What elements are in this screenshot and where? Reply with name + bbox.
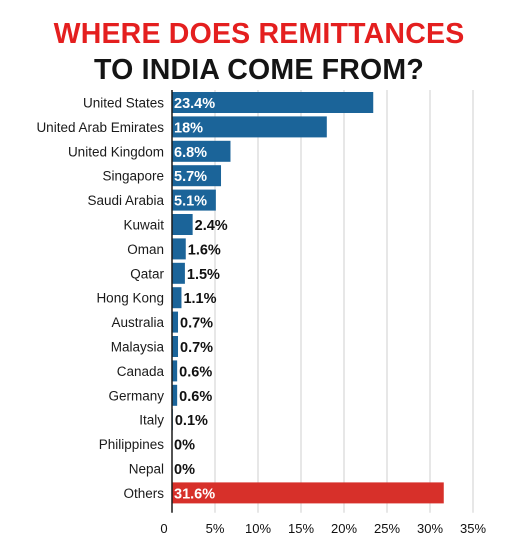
- value-label: 0.6%: [179, 364, 212, 380]
- category-labels: United States United Arab Emirates United …: [36, 96, 164, 501]
- x-tick-label: 35%: [460, 521, 486, 536]
- value-label: 18%: [174, 120, 203, 136]
- x-tick-label: 10%: [245, 521, 271, 536]
- value-label: 0.7%: [180, 340, 213, 356]
- bars: [172, 92, 444, 504]
- bar: [172, 165, 222, 187]
- bar: [172, 116, 327, 138]
- grid-lines: [214, 90, 474, 513]
- category-label: Qatar: [130, 266, 164, 281]
- value-label: 23.4%: [174, 96, 215, 112]
- x-tick-labels: 0 5% 10% 15% 20% 25% 30% 35%: [160, 521, 486, 536]
- category-label: Saudi Arabia: [87, 193, 164, 208]
- x-tick-label: 30%: [417, 521, 443, 536]
- bar: [172, 238, 186, 260]
- bar: [172, 482, 444, 504]
- category-label: Nepal: [129, 462, 164, 477]
- x-tick-label: 15%: [288, 521, 314, 536]
- category-label: Canada: [117, 364, 165, 379]
- category-label: United Arab Emirates: [36, 120, 164, 135]
- value-label: 0%: [174, 438, 195, 454]
- value-label: 0%: [174, 462, 195, 478]
- category-label: Kuwait: [123, 218, 164, 233]
- x-tick-label: 5%: [206, 521, 225, 536]
- value-label: 6.8%: [174, 145, 207, 161]
- value-label: 5.7%: [174, 169, 207, 185]
- chart-title-line-1: WHERE DOES REMITTANCES: [53, 18, 465, 50]
- value-label: 1.5%: [187, 267, 220, 283]
- category-label: Australia: [111, 315, 164, 330]
- value-label: 2.4%: [195, 218, 228, 234]
- bar: [172, 214, 193, 235]
- category-label: Germany: [108, 388, 164, 403]
- bar: [172, 384, 178, 406]
- category-label: Others: [123, 486, 164, 501]
- chart-title-line-2: TO INDIA COME FROM?: [94, 54, 424, 86]
- category-label: Italy: [139, 413, 164, 428]
- bar: [172, 140, 231, 162]
- category-label: Philippines: [99, 437, 165, 452]
- category-label: United States: [83, 96, 164, 111]
- value-label: 31.6%: [174, 486, 215, 502]
- value-label: 0.7%: [180, 316, 213, 332]
- category-label: Malaysia: [111, 340, 165, 355]
- x-tick-label: 25%: [374, 521, 400, 536]
- bar: [172, 287, 182, 309]
- category-label: Singapore: [102, 169, 164, 184]
- x-tick-label: 20%: [331, 521, 357, 536]
- bar: [172, 92, 374, 113]
- bar: [172, 262, 185, 284]
- value-label: 5.1%: [174, 194, 207, 210]
- bar: [172, 360, 178, 382]
- x-tick-label: 0: [160, 521, 167, 536]
- value-label: 0.6%: [179, 389, 212, 405]
- value-label: 1.1%: [183, 291, 216, 307]
- value-label: 1.6%: [188, 242, 221, 258]
- value-labels: 23.4% 18% 6.8% 5.7% 5.1% 2.4% 1.6% 1.5% 1.1% 0.7%…: [174, 96, 228, 502]
- category-label: Oman: [127, 242, 164, 257]
- bar: [172, 336, 179, 357]
- value-label: 0.1%: [175, 413, 208, 429]
- category-label: Hong Kong: [96, 291, 164, 306]
- bar: [172, 189, 216, 211]
- bar: [172, 311, 179, 333]
- category-label: United Kingdom: [68, 144, 164, 159]
